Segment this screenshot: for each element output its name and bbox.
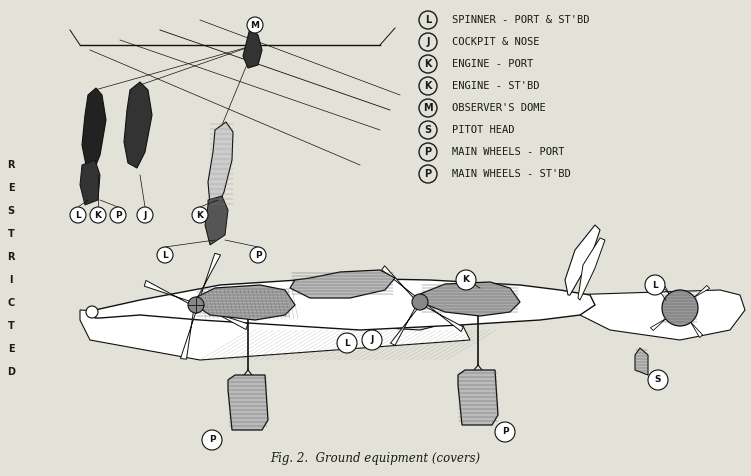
Polygon shape [95, 278, 595, 330]
Polygon shape [290, 270, 395, 298]
Circle shape [495, 422, 515, 442]
Circle shape [110, 207, 126, 223]
Text: OBSERVER'S DOME: OBSERVER'S DOME [452, 103, 546, 113]
Text: K: K [463, 276, 469, 285]
Text: COCKPIT & NOSE: COCKPIT & NOSE [452, 37, 539, 47]
Text: PITOT HEAD: PITOT HEAD [452, 125, 514, 135]
Text: P: P [209, 436, 216, 445]
Text: T: T [8, 229, 14, 239]
Polygon shape [382, 266, 418, 300]
Circle shape [137, 207, 153, 223]
Polygon shape [196, 253, 221, 301]
Circle shape [86, 306, 98, 318]
Circle shape [157, 247, 173, 263]
Polygon shape [208, 122, 233, 210]
Text: MAIN WHEELS - PORT: MAIN WHEELS - PORT [452, 147, 565, 157]
Polygon shape [681, 310, 702, 337]
Text: ENGINE - PORT: ENGINE - PORT [452, 59, 533, 69]
Circle shape [337, 333, 357, 353]
Text: L: L [425, 15, 431, 25]
Text: P: P [424, 169, 432, 179]
Text: J: J [370, 336, 374, 345]
Text: R: R [8, 252, 15, 262]
Circle shape [202, 430, 222, 450]
Polygon shape [124, 82, 152, 168]
Polygon shape [80, 310, 470, 360]
Text: E: E [8, 183, 14, 193]
Text: K: K [424, 81, 432, 91]
Circle shape [648, 370, 668, 390]
Circle shape [362, 330, 382, 350]
Polygon shape [635, 348, 648, 375]
Polygon shape [650, 309, 678, 330]
Circle shape [412, 294, 428, 310]
Text: SPINNER - PORT & ST'BD: SPINNER - PORT & ST'BD [452, 15, 590, 25]
Polygon shape [565, 290, 745, 340]
Polygon shape [144, 280, 192, 305]
Text: P: P [255, 250, 261, 259]
Polygon shape [80, 160, 100, 205]
Text: M: M [251, 20, 260, 30]
Polygon shape [658, 278, 679, 306]
Polygon shape [391, 306, 419, 345]
Text: Fig. 2.  Ground equipment (covers): Fig. 2. Ground equipment (covers) [270, 452, 480, 465]
Text: S: S [424, 125, 432, 135]
Circle shape [188, 297, 204, 313]
Polygon shape [200, 305, 248, 329]
Text: S: S [655, 376, 661, 385]
Text: E: E [8, 344, 14, 354]
Circle shape [645, 275, 665, 295]
Circle shape [70, 207, 86, 223]
Polygon shape [578, 238, 605, 300]
Polygon shape [205, 196, 228, 245]
Circle shape [250, 247, 266, 263]
Polygon shape [195, 285, 295, 320]
Text: J: J [143, 210, 146, 219]
Text: S: S [8, 206, 14, 216]
Text: I: I [9, 275, 13, 285]
Polygon shape [82, 88, 106, 170]
Circle shape [90, 207, 106, 223]
Circle shape [662, 290, 698, 326]
Text: L: L [652, 280, 658, 289]
Text: K: K [424, 59, 432, 69]
Text: D: D [7, 367, 15, 377]
Text: T: T [8, 321, 14, 331]
Text: R: R [8, 160, 15, 170]
Polygon shape [458, 370, 498, 425]
Circle shape [247, 17, 263, 33]
Text: K: K [95, 210, 101, 219]
Circle shape [456, 270, 476, 290]
Polygon shape [243, 28, 262, 68]
Text: L: L [75, 210, 81, 219]
Text: P: P [115, 210, 122, 219]
Text: P: P [502, 427, 508, 436]
Circle shape [192, 207, 208, 223]
Polygon shape [420, 282, 520, 316]
Polygon shape [180, 309, 197, 359]
Text: MAIN WHEELS - ST'BD: MAIN WHEELS - ST'BD [452, 169, 571, 179]
Text: J: J [427, 37, 430, 47]
Polygon shape [565, 225, 600, 295]
Text: ENGINE - ST'BD: ENGINE - ST'BD [452, 81, 539, 91]
Polygon shape [682, 286, 710, 307]
Text: C: C [8, 298, 14, 308]
Text: L: L [344, 338, 350, 347]
Text: P: P [424, 147, 432, 157]
Polygon shape [228, 375, 268, 430]
Text: M: M [423, 103, 433, 113]
Text: L: L [162, 250, 168, 259]
Text: K: K [197, 210, 204, 219]
Polygon shape [424, 303, 463, 331]
